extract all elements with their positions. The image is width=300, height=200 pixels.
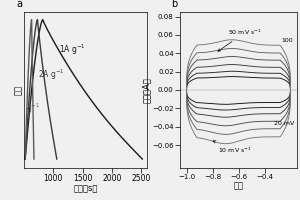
Text: a: a: [16, 0, 22, 9]
Text: 20 mV: 20 mV: [274, 121, 294, 126]
Text: 2A g$^{-1}$: 2A g$^{-1}$: [38, 68, 65, 82]
X-axis label: 时间（s）: 时间（s）: [73, 185, 98, 194]
Text: 1A g$^{-1}$: 1A g$^{-1}$: [59, 43, 86, 57]
Y-axis label: 电流（A）: 电流（A）: [142, 77, 151, 103]
X-axis label: 电压: 电压: [233, 182, 244, 191]
Text: 50 mV s$^{-1}$: 50 mV s$^{-1}$: [218, 28, 262, 51]
Text: b: b: [171, 0, 177, 9]
Text: 10 mV s$^{-1}$: 10 mV s$^{-1}$: [213, 141, 251, 155]
Y-axis label: 电压: 电压: [14, 85, 22, 95]
Text: 100: 100: [281, 38, 293, 43]
Text: g$^{-1}$: g$^{-1}$: [26, 101, 40, 116]
